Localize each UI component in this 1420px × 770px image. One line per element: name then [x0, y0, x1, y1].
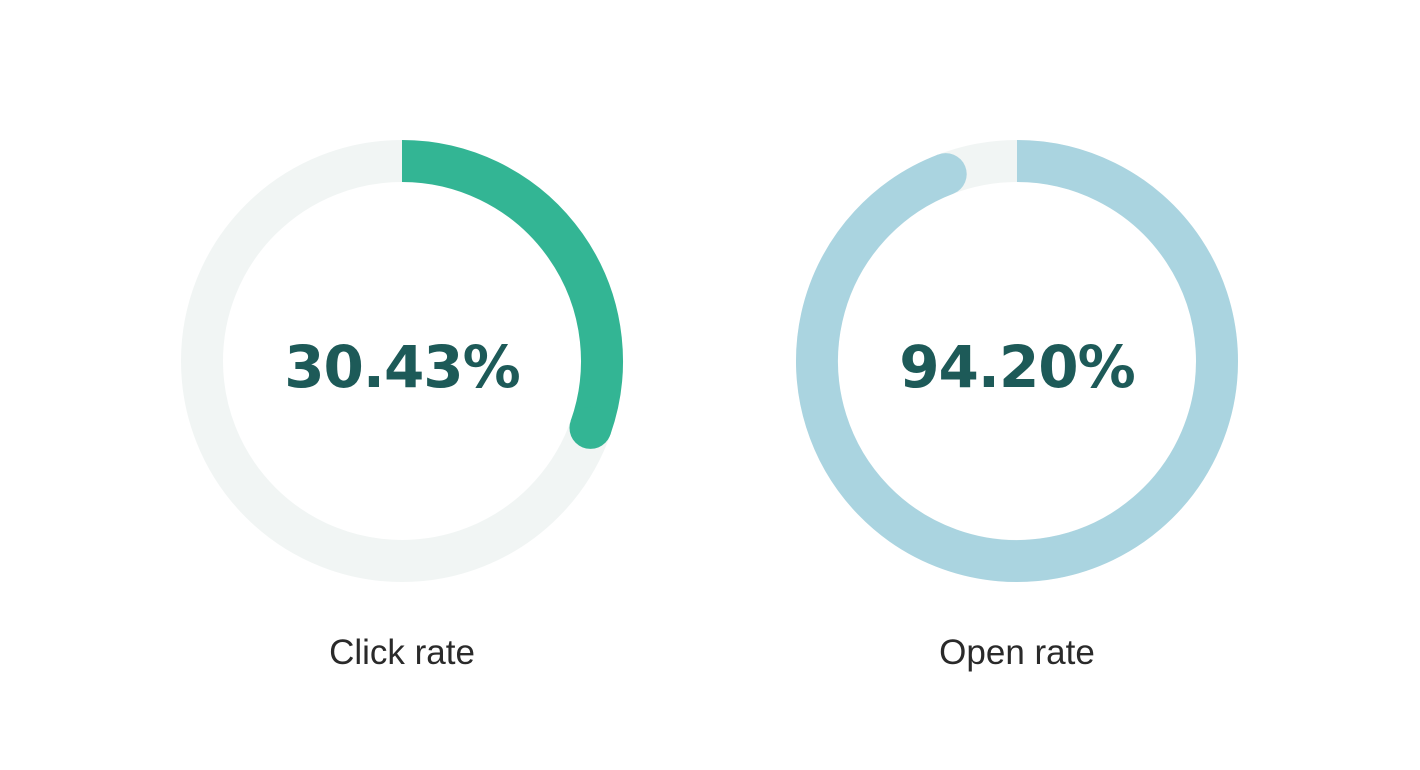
open-rate-label: Open rate	[939, 633, 1095, 672]
click-rate-label: Click rate	[329, 633, 475, 672]
click-rate-value: 30.43%	[284, 333, 520, 401]
open-rate-gauge: 94.20% Open rate	[717, 0, 1317, 770]
click-rate-gauge-svg: 30.43%	[181, 140, 623, 582]
click-rate-gauge: 30.43% Click rate	[102, 0, 702, 770]
open-rate-value: 94.20%	[899, 333, 1135, 401]
click-rate-gauge-arc-end	[569, 406, 612, 449]
click-rate-gauge-arc	[401, 140, 623, 435]
open-rate-gauge-arc-end	[924, 153, 967, 196]
open-rate-gauge-svg: 94.20%	[796, 140, 1238, 582]
open-rate-gauge-arc	[796, 140, 1238, 582]
